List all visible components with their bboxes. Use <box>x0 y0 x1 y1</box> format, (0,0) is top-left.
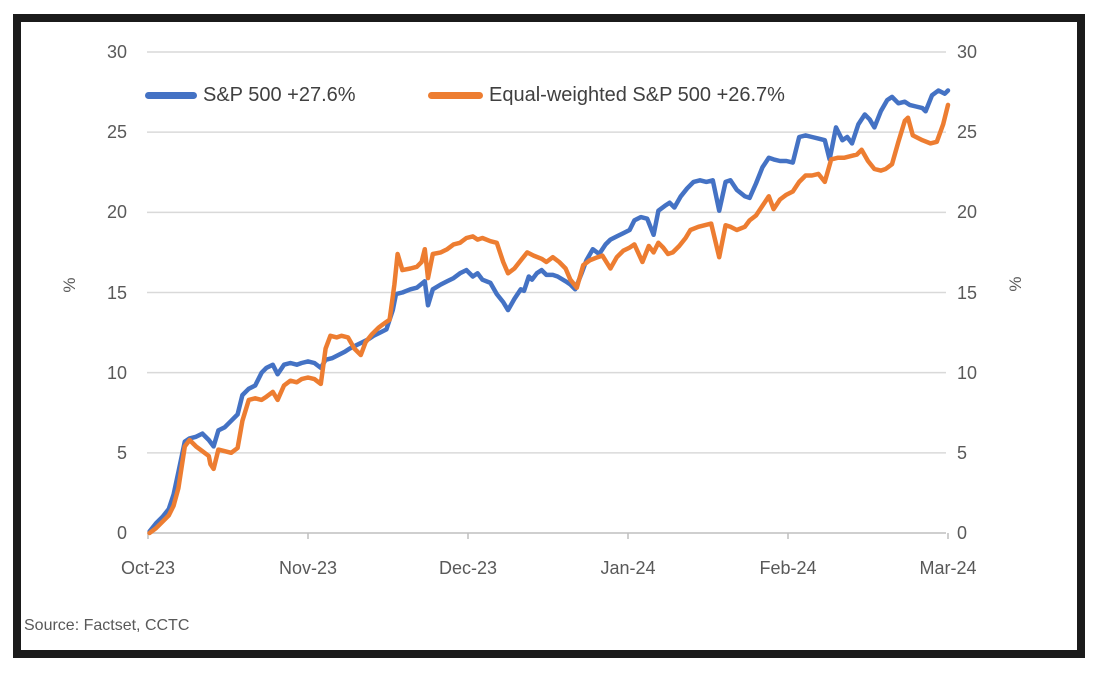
source-note: Source: Factset, CCTC <box>24 617 190 634</box>
series-equal-weighted-line <box>147 102 951 536</box>
x-axis-label-Oct-23: Oct-23 <box>120 558 176 578</box>
y-tick-label-right-25: 25 <box>957 122 978 143</box>
legend-swatch-equal-weighted <box>428 92 483 99</box>
y-axis-title-right: % <box>1006 276 1025 292</box>
x-axis-label-Dec-23: Dec-23 <box>438 558 498 578</box>
y-tick-label-right-5: 5 <box>957 442 968 463</box>
y-tick-label-right-30: 30 <box>957 42 978 62</box>
legend-label-equal-weighted: Equal-weighted S&P 500 +26.7% <box>489 84 785 106</box>
y-tick-label-right-10: 10 <box>957 362 978 383</box>
series-polyline-sp500 <box>147 88 951 534</box>
y-axis-title-left: % <box>60 277 79 293</box>
y-tick-label-right-20: 20 <box>957 202 978 223</box>
y-tick-label-left-20: 20 <box>106 202 127 223</box>
y-tick-label-left-0: 0 <box>116 523 127 543</box>
x-axis-label-Jan-24: Jan-24 <box>600 558 656 578</box>
y-tick-label-left-5: 5 <box>116 442 127 463</box>
series-polyline-equal-weighted <box>147 102 951 536</box>
y-tick-label-left-15: 15 <box>106 282 127 303</box>
x-axis-label-Nov-23: Nov-23 <box>278 558 338 578</box>
y-tick-label-right-15: 15 <box>957 282 978 303</box>
legend-swatch-sp500 <box>145 92 197 99</box>
x-axis-label-Mar-24: Mar-24 <box>919 558 977 578</box>
legend-label-sp500: S&P 500 +27.6% <box>203 84 356 106</box>
y-tick-label-left-25: 25 <box>106 122 127 143</box>
series-sp500-line <box>147 88 951 534</box>
y-tick-label-left-30: 30 <box>106 42 127 62</box>
y-tick-label-right-0: 0 <box>957 523 968 543</box>
x-axis-ticks <box>147 533 949 539</box>
x-axis-label-Feb-24: Feb-24 <box>759 558 817 578</box>
y-tick-label-left-10: 10 <box>106 362 127 383</box>
gridlines <box>147 51 946 454</box>
